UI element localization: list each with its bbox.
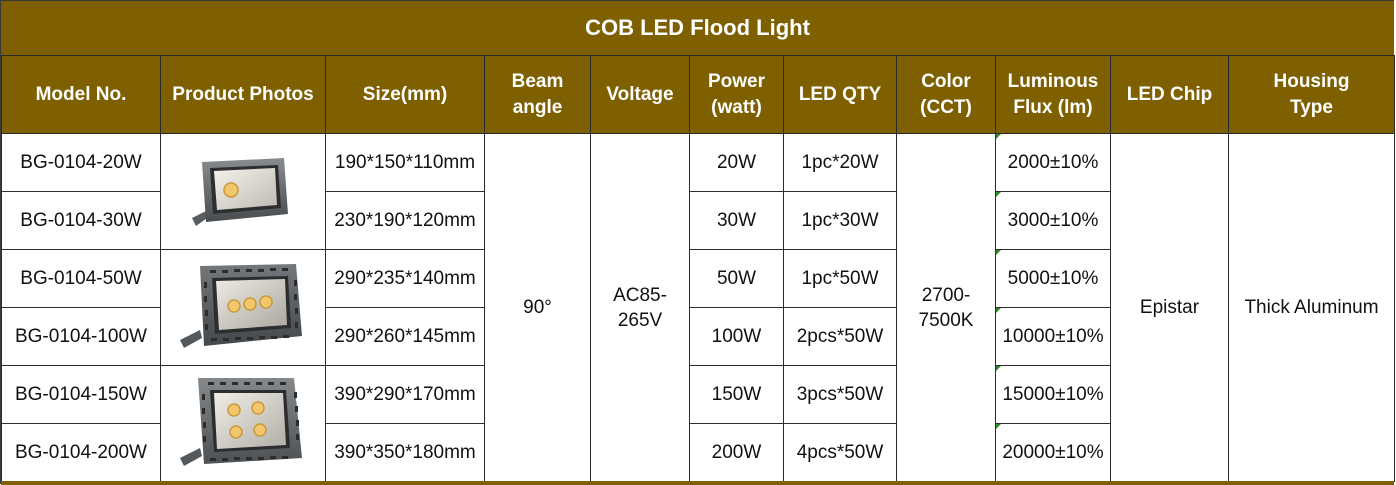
power-cell: 30W xyxy=(689,191,784,250)
table-row: BG-0104-20W xyxy=(1,133,1395,482)
voltage-line2: 265V xyxy=(617,309,663,331)
color-line1: 2700- xyxy=(921,284,971,306)
flood-light-2-led-photo xyxy=(180,263,302,348)
photo-cell xyxy=(160,249,326,366)
flux-cell: 5000±10% xyxy=(995,249,1111,308)
model-cell: BG-0104-100W xyxy=(1,307,161,366)
header-housing-line1: Housing xyxy=(1273,70,1350,92)
power-cell: 100W xyxy=(689,307,784,366)
model-cell: BG-0104-20W xyxy=(1,133,161,192)
header-led-qty: LED QTY xyxy=(783,55,897,134)
photo-cell xyxy=(160,365,326,482)
table-row: BG-0104-100W 290*260*145mm 100W 2pcs*50W… xyxy=(1,307,1395,366)
header-photos: Product Photos xyxy=(160,55,326,134)
size-cell: 190*150*110mm xyxy=(325,133,485,192)
power-cell: 150W xyxy=(689,365,784,424)
power-cell: 200W xyxy=(689,423,784,482)
flux-cell: 3000±10% xyxy=(995,191,1111,250)
header-color-line1: Color xyxy=(921,70,971,92)
header-color: Color (CCT) xyxy=(896,55,996,134)
header-power-line1: Power xyxy=(707,70,766,92)
flux-cell: 10000±10% xyxy=(995,307,1111,366)
color-line2: 7500K xyxy=(918,309,974,331)
table-row: BG-0104-50W xyxy=(1,249,1395,366)
header-flux-line1: Luminous xyxy=(1007,70,1099,92)
size-cell: 290*235*140mm xyxy=(325,249,485,308)
spec-table: Model No. Product Photos Size(mm) Beam an… xyxy=(1,55,1395,482)
flood-light-1-led-photo xyxy=(192,157,288,226)
header-beam-line1: Beam xyxy=(511,70,564,92)
bottom-rule xyxy=(1,481,1394,485)
flux-cell: 2000±10% xyxy=(995,133,1111,192)
table-row: BG-0104-150W xyxy=(1,365,1395,482)
table-title: COB LED Flood Light xyxy=(1,1,1394,56)
size-cell: 290*260*145mm xyxy=(325,307,485,366)
header-flux-line2: Flux (lm) xyxy=(1013,96,1093,118)
header-chip: LED Chip xyxy=(1110,55,1229,134)
header-flux: Luminous Flux (lm) xyxy=(995,55,1111,134)
size-cell: 390*290*170mm xyxy=(325,365,485,424)
led-qty-cell: 4pcs*50W xyxy=(783,423,897,482)
header-beam: Beam angle xyxy=(484,55,591,134)
power-cell: 20W xyxy=(689,133,784,192)
header-size: Size(mm) xyxy=(325,55,485,134)
size-cell: 230*190*120mm xyxy=(325,191,485,250)
header-power-line2: (watt) xyxy=(711,96,762,118)
model-cell: BG-0104-30W xyxy=(1,191,161,250)
led-qty-cell: 3pcs*50W xyxy=(783,365,897,424)
power-cell: 50W xyxy=(689,249,784,308)
photo-cell xyxy=(160,133,326,250)
header-housing-line2: Type xyxy=(1290,96,1333,118)
voltage-cell: AC85- 265V xyxy=(590,133,690,482)
size-cell: 390*350*180mm xyxy=(325,423,485,482)
flux-cell: 20000±10% xyxy=(995,423,1111,482)
color-cct-cell: 2700- 7500K xyxy=(896,133,996,482)
table-row: BG-0104-200W 390*350*180mm 200W 4pcs*50W… xyxy=(1,423,1395,482)
header-row: Model No. Product Photos Size(mm) Beam an… xyxy=(1,55,1395,134)
model-cell: BG-0104-200W xyxy=(1,423,161,482)
model-cell: BG-0104-150W xyxy=(1,365,161,424)
led-qty-cell: 1pc*30W xyxy=(783,191,897,250)
led-qty-cell: 2pcs*50W xyxy=(783,307,897,366)
table-row: BG-0104-30W 230*190*120mm 30W 1pc*30W 30… xyxy=(1,191,1395,250)
header-housing: Housing Type xyxy=(1228,55,1395,134)
beam-angle-cell: 90° xyxy=(484,133,591,482)
housing-type-cell: Thick Aluminum xyxy=(1228,133,1395,482)
flood-light-4-led-photo xyxy=(180,377,302,466)
led-qty-cell: 1pc*20W xyxy=(783,133,897,192)
header-voltage: Voltage xyxy=(590,55,690,134)
model-cell: BG-0104-50W xyxy=(1,249,161,308)
header-color-line2: (CCT) xyxy=(920,96,972,118)
led-chip-cell: Epistar xyxy=(1110,133,1229,482)
voltage-line1: AC85- xyxy=(613,284,667,306)
header-power: Power (watt) xyxy=(689,55,784,134)
header-model: Model No. xyxy=(1,55,161,134)
header-beam-line2: angle xyxy=(512,96,563,118)
flux-cell: 15000±10% xyxy=(995,365,1111,424)
led-qty-cell: 1pc*50W xyxy=(783,249,897,308)
